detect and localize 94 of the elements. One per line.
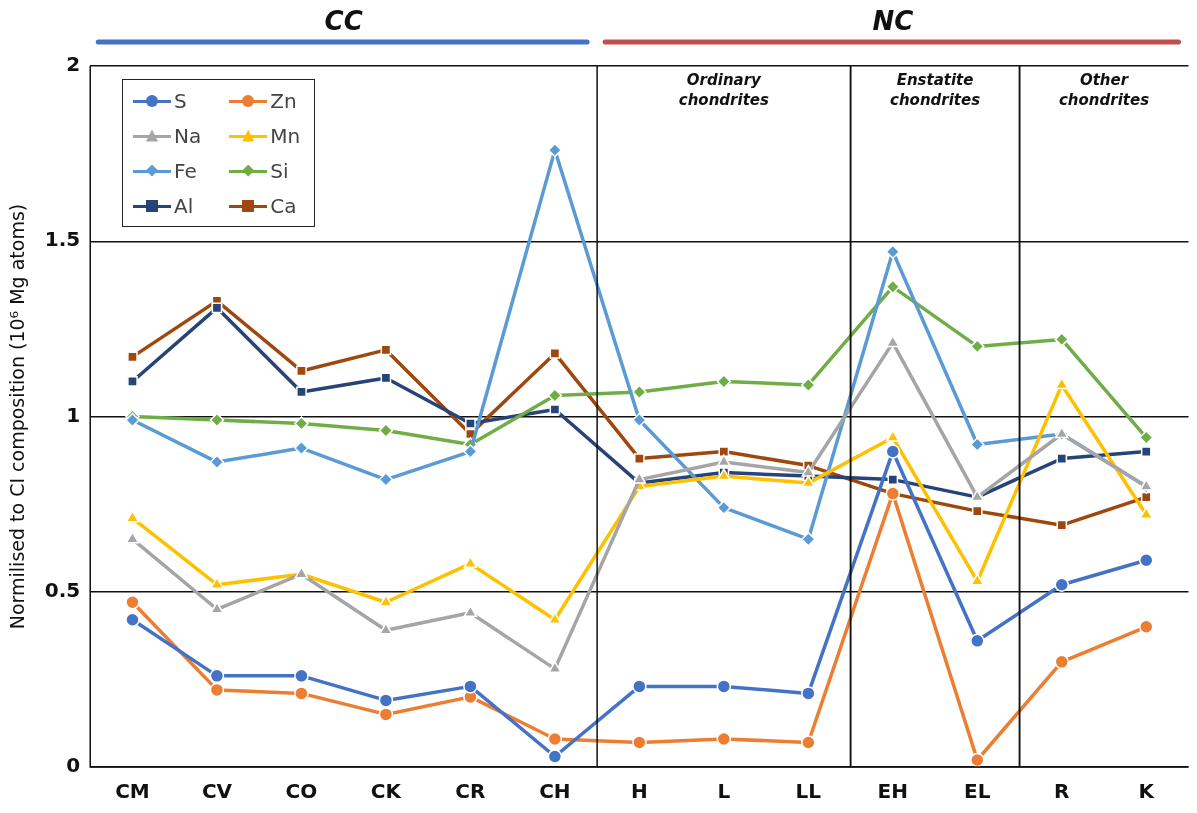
point [547,388,563,403]
x-tick-label: CR [455,779,486,804]
point [632,735,647,750]
point [547,749,563,764]
point [716,374,732,389]
point [125,531,140,544]
y-tick-label: 1 [66,402,81,427]
point [294,440,309,456]
text: CC [324,6,363,36]
point [378,707,394,722]
legend-label: Al [174,193,194,218]
point [294,668,309,684]
y-axis-title: Normilised to CI composition (10⁶ Mg atoms) [6,203,29,630]
point [1140,446,1152,457]
x-tick-label: CO [285,779,318,804]
point [465,418,476,429]
point [885,444,901,459]
legend-label: Ca [270,193,297,218]
point [801,464,816,477]
x-tick-label: L [717,779,731,804]
point [716,500,732,515]
point [970,752,985,767]
point [718,446,730,457]
point [801,686,816,701]
point [463,605,478,618]
point [294,686,309,701]
y-tick-label: 2 [66,52,81,77]
point [801,377,816,393]
x-tick-label: EH [877,779,909,804]
x-tick-label: K [1138,779,1156,804]
point [209,454,225,470]
x-tick-label: CK [370,779,403,804]
point [632,384,647,400]
point [209,412,225,428]
point [378,693,394,708]
point [1139,619,1154,635]
x-tick-label: H [630,779,648,804]
point [463,679,478,694]
point [125,412,140,428]
point [549,404,561,415]
x-tick-label: EL [964,779,991,804]
legend-label: Mn [270,123,301,148]
point [547,731,563,747]
point [801,531,816,547]
point [1139,430,1154,445]
point [1054,654,1070,670]
legend-label: Fe [174,158,197,183]
point [970,339,985,354]
point [211,302,223,314]
point [548,612,562,625]
legend-label: Si [270,158,289,183]
point [1054,577,1070,592]
point [632,679,647,694]
point [294,416,309,431]
x-tick-label: LL [795,779,822,804]
point [634,453,645,464]
point [463,444,478,459]
point [1139,552,1154,568]
point [125,510,140,523]
point [378,472,394,487]
point [548,661,562,674]
point [125,595,140,610]
annotation: Other chondrites [1058,71,1150,110]
point [970,437,985,452]
x-tick-label: R [1054,779,1070,804]
point [887,474,899,485]
point [127,376,138,387]
point [209,668,225,684]
point [1056,453,1068,464]
point [632,412,647,428]
point [125,612,140,628]
point [716,679,732,694]
x-tick-label: CV [201,779,233,804]
legend-label: S [174,88,187,113]
point [717,454,731,467]
point [886,335,900,348]
point [378,423,394,438]
x-tick-label: CH [539,779,571,804]
annotation: Enstatite chondrites [890,71,981,110]
legend-label: Zn [270,88,297,113]
text: NC [872,6,914,36]
point [970,633,985,649]
point [716,731,732,747]
point [885,244,901,260]
x-tick-label: CM [115,779,150,804]
legend-label: Na [174,123,202,148]
y-tick-label: 0.5 [44,577,81,602]
point [209,682,225,698]
point [885,279,901,295]
y-tick-label: 1.5 [44,227,81,252]
point [801,735,816,750]
annotation: Ordinary chondrites [678,71,769,110]
y-tick-label: 0 [66,753,81,778]
point [549,348,561,359]
